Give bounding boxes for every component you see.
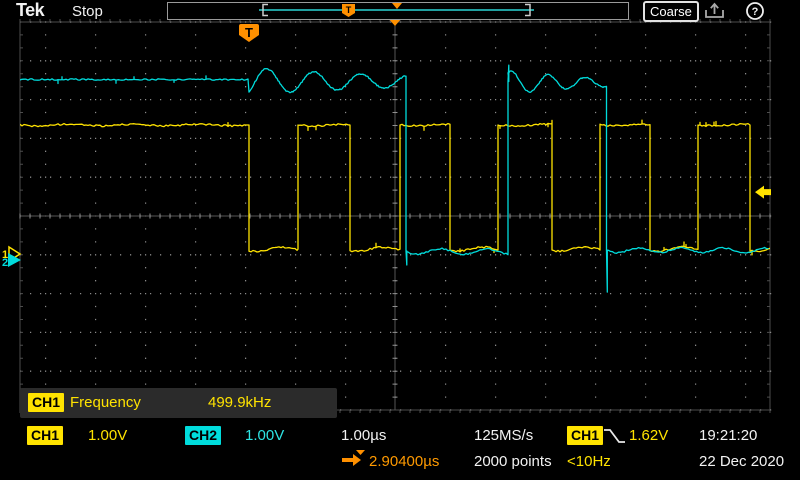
trigger-source-badge: CH1 <box>567 426 604 445</box>
trigger-level-arrow <box>755 185 771 199</box>
measurement-name: Frequency <box>70 394 141 411</box>
record-length: 2000 points <box>474 453 552 470</box>
measurement-bar: CH1 Frequency 499.9kHz <box>20 388 337 418</box>
horizontal-scale: 1.00µs <box>341 427 387 444</box>
coarse-button[interactable]: Coarse <box>643 1 699 22</box>
measurement-source-badge: CH1 <box>28 393 65 412</box>
trigger-falling-slope-icon <box>604 429 625 443</box>
horizontal-delay-icon <box>342 450 365 466</box>
record-view-bar: T <box>167 2 629 20</box>
sample-rate: 125MS/s <box>474 427 534 444</box>
ch1-badge: CH1 <box>27 426 64 445</box>
ch1-scale: 1.00V <box>88 427 128 444</box>
svg-text:T: T <box>245 25 253 40</box>
clock-date: 22 Dec 2020 <box>699 453 785 470</box>
ch2-ground-marker: 2 <box>2 253 21 269</box>
tek-logo: Tek <box>16 0 45 20</box>
trigger-level: 1.62V <box>629 427 669 444</box>
measurement-value: 499.9kHz <box>208 394 272 411</box>
ch2-badge: CH2 <box>185 426 222 445</box>
svg-text:?: ? <box>752 6 759 18</box>
record-trigger-marker: T <box>342 4 355 17</box>
help-icon[interactable]: ? <box>744 1 768 21</box>
horizontal-position-marker <box>389 19 401 26</box>
record-window-brackets <box>262 3 531 17</box>
svg-text:T: T <box>346 5 352 15</box>
svg-text:2: 2 <box>2 257 8 269</box>
save-export-icon[interactable] <box>702 2 728 20</box>
acquisition-status: Stop <box>72 3 103 20</box>
ch2-trace <box>20 64 769 293</box>
graticule <box>19 19 772 413</box>
record-position-marker <box>392 3 402 9</box>
record-view-graphic: T <box>259 3 534 17</box>
screen-trigger-marker: T <box>239 24 259 42</box>
clock-time: 19:21:20 <box>699 427 758 444</box>
trigger-frequency: <10Hz <box>567 453 611 470</box>
ch1-trace <box>20 119 770 256</box>
horizontal-delay: 2.90400µs <box>369 453 440 470</box>
ch2-scale: 1.00V <box>245 427 285 444</box>
svg-text:1: 1 <box>2 249 8 261</box>
